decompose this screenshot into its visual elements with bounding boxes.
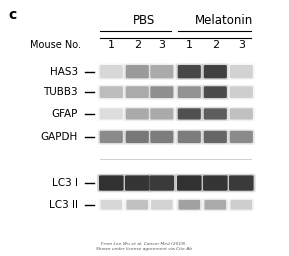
FancyBboxPatch shape xyxy=(98,107,125,121)
Text: TUBB3: TUBB3 xyxy=(43,87,78,97)
FancyBboxPatch shape xyxy=(100,86,123,98)
FancyBboxPatch shape xyxy=(125,175,149,191)
FancyBboxPatch shape xyxy=(150,175,174,191)
FancyBboxPatch shape xyxy=(147,174,176,192)
FancyBboxPatch shape xyxy=(124,129,151,145)
FancyBboxPatch shape xyxy=(229,175,253,191)
Text: 1: 1 xyxy=(108,40,115,50)
FancyBboxPatch shape xyxy=(100,108,123,120)
FancyBboxPatch shape xyxy=(150,86,173,98)
FancyBboxPatch shape xyxy=(97,174,125,192)
FancyBboxPatch shape xyxy=(124,63,151,80)
Text: GAPDH: GAPDH xyxy=(41,132,78,142)
FancyBboxPatch shape xyxy=(178,86,201,98)
FancyBboxPatch shape xyxy=(230,86,253,98)
Text: 3: 3 xyxy=(158,40,165,50)
FancyBboxPatch shape xyxy=(98,129,125,145)
FancyBboxPatch shape xyxy=(178,200,200,210)
FancyBboxPatch shape xyxy=(176,63,203,80)
FancyBboxPatch shape xyxy=(176,85,203,100)
FancyBboxPatch shape xyxy=(202,129,229,145)
FancyBboxPatch shape xyxy=(228,107,255,121)
FancyBboxPatch shape xyxy=(175,174,203,192)
FancyBboxPatch shape xyxy=(148,85,175,100)
FancyBboxPatch shape xyxy=(151,200,173,210)
FancyBboxPatch shape xyxy=(98,63,125,80)
FancyBboxPatch shape xyxy=(101,200,122,210)
FancyBboxPatch shape xyxy=(126,86,149,98)
FancyBboxPatch shape xyxy=(150,65,173,78)
FancyBboxPatch shape xyxy=(204,131,227,143)
FancyBboxPatch shape xyxy=(148,107,175,121)
Text: PBS: PBS xyxy=(134,14,155,27)
FancyBboxPatch shape xyxy=(126,108,149,120)
Text: LC3 II: LC3 II xyxy=(49,200,78,210)
FancyBboxPatch shape xyxy=(176,129,203,145)
FancyBboxPatch shape xyxy=(98,198,124,211)
FancyBboxPatch shape xyxy=(228,198,254,211)
FancyBboxPatch shape xyxy=(150,108,173,120)
FancyBboxPatch shape xyxy=(149,198,175,211)
FancyBboxPatch shape xyxy=(227,174,255,192)
FancyBboxPatch shape xyxy=(150,131,173,143)
Text: 1: 1 xyxy=(186,40,193,50)
FancyBboxPatch shape xyxy=(204,200,226,210)
FancyBboxPatch shape xyxy=(124,85,151,100)
FancyBboxPatch shape xyxy=(124,107,151,121)
FancyBboxPatch shape xyxy=(124,198,150,211)
Text: From Lee Wu et al. Cancer Med (2019).
Shown under license agreement via Cite Ab: From Lee Wu et al. Cancer Med (2019). Sh… xyxy=(97,242,192,251)
FancyBboxPatch shape xyxy=(123,174,151,192)
Text: 2: 2 xyxy=(134,40,141,50)
FancyBboxPatch shape xyxy=(228,129,255,145)
Text: Melatonin: Melatonin xyxy=(195,14,253,27)
Text: 2: 2 xyxy=(212,40,219,50)
FancyBboxPatch shape xyxy=(201,174,229,192)
FancyBboxPatch shape xyxy=(202,198,228,211)
FancyBboxPatch shape xyxy=(126,65,149,78)
FancyBboxPatch shape xyxy=(148,63,175,80)
FancyBboxPatch shape xyxy=(100,131,123,143)
FancyBboxPatch shape xyxy=(178,108,201,120)
FancyBboxPatch shape xyxy=(230,200,252,210)
FancyBboxPatch shape xyxy=(204,86,227,98)
FancyBboxPatch shape xyxy=(202,107,229,121)
Text: HAS3: HAS3 xyxy=(50,67,78,77)
FancyBboxPatch shape xyxy=(230,131,253,143)
FancyBboxPatch shape xyxy=(178,65,201,78)
FancyBboxPatch shape xyxy=(176,107,203,121)
FancyBboxPatch shape xyxy=(99,175,123,191)
FancyBboxPatch shape xyxy=(228,63,255,80)
FancyBboxPatch shape xyxy=(126,131,149,143)
FancyBboxPatch shape xyxy=(203,175,227,191)
FancyBboxPatch shape xyxy=(202,63,229,80)
Text: GFAP: GFAP xyxy=(52,109,78,119)
Text: c: c xyxy=(9,8,17,22)
FancyBboxPatch shape xyxy=(204,65,227,78)
FancyBboxPatch shape xyxy=(228,85,255,100)
FancyBboxPatch shape xyxy=(176,198,202,211)
Text: LC3 I: LC3 I xyxy=(52,178,78,188)
FancyBboxPatch shape xyxy=(230,108,253,120)
FancyBboxPatch shape xyxy=(178,131,201,143)
FancyBboxPatch shape xyxy=(98,85,125,100)
FancyBboxPatch shape xyxy=(100,65,123,78)
FancyBboxPatch shape xyxy=(126,200,148,210)
FancyBboxPatch shape xyxy=(148,129,175,145)
Text: Mouse No.: Mouse No. xyxy=(30,40,81,50)
FancyBboxPatch shape xyxy=(204,108,227,120)
FancyBboxPatch shape xyxy=(202,85,229,100)
FancyBboxPatch shape xyxy=(177,175,201,191)
FancyBboxPatch shape xyxy=(230,65,253,78)
Text: 3: 3 xyxy=(238,40,245,50)
